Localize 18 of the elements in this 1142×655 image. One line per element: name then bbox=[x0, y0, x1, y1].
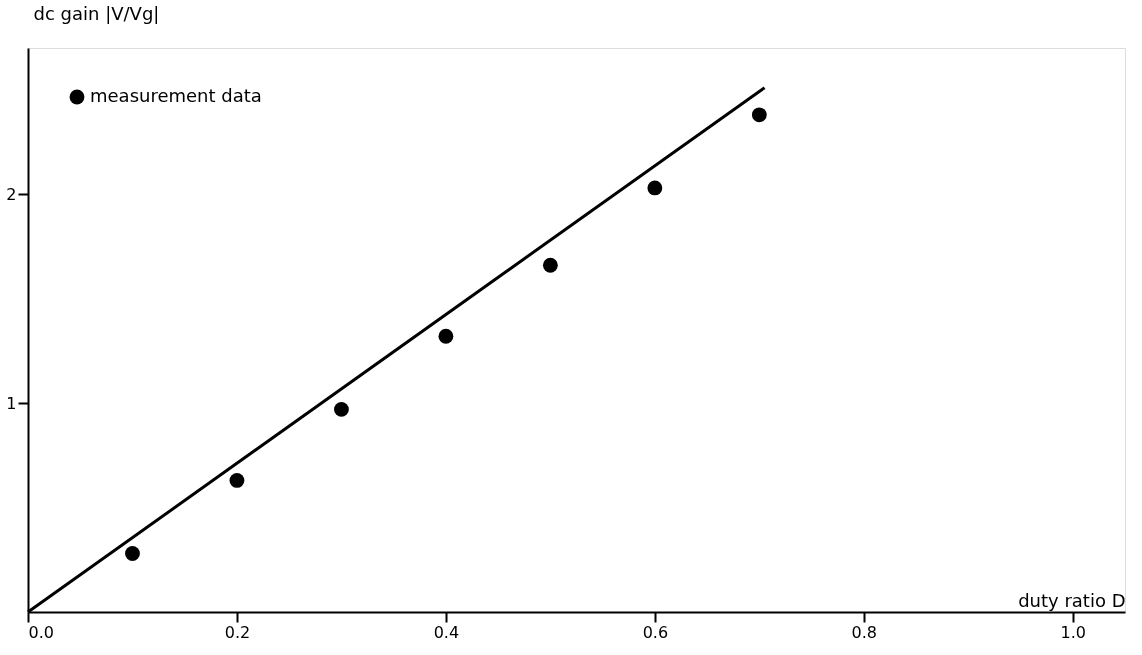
point bbox=[125, 546, 140, 561]
point bbox=[647, 180, 663, 196]
x-tick-label: 0.2 bbox=[224, 622, 251, 642]
x-tick-label: 0.0 bbox=[28, 622, 54, 642]
x-tick-label: 1.0 bbox=[1060, 622, 1086, 642]
y-tick-label: 1 bbox=[6, 393, 17, 413]
y-tick-label: 2 bbox=[6, 184, 17, 204]
point bbox=[542, 257, 558, 273]
point bbox=[438, 328, 454, 344]
x-tick-label: 0.8 bbox=[851, 622, 878, 642]
legend-label: measurement data bbox=[90, 85, 262, 106]
x-axis-title: duty ratio D bbox=[1018, 589, 1126, 611]
point bbox=[334, 401, 349, 417]
x-tick-label: 0.4 bbox=[433, 622, 460, 642]
x-tick-label: 0.6 bbox=[642, 622, 669, 642]
y-axis-title: dc gain |V/Vg| bbox=[33, 2, 160, 24]
point bbox=[751, 107, 767, 123]
point bbox=[229, 473, 245, 488]
